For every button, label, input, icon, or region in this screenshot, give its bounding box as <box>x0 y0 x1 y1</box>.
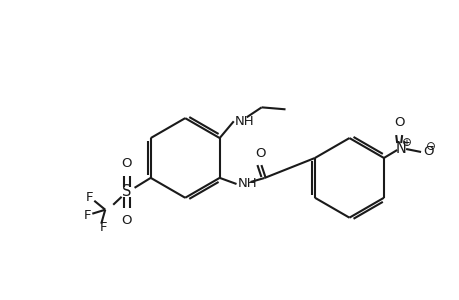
Text: O: O <box>255 147 265 160</box>
Text: NH: NH <box>234 115 254 128</box>
Text: O: O <box>393 116 403 129</box>
Text: F: F <box>85 191 93 204</box>
Text: F: F <box>99 221 107 234</box>
Text: ⊖: ⊖ <box>425 140 435 152</box>
Text: S: S <box>122 184 131 199</box>
Text: F: F <box>84 209 91 222</box>
Text: NH: NH <box>237 178 257 190</box>
Text: O: O <box>422 146 433 158</box>
Text: ⊕: ⊕ <box>401 136 411 148</box>
Text: O: O <box>121 157 132 170</box>
Text: O: O <box>121 214 132 227</box>
Text: N: N <box>395 140 406 155</box>
